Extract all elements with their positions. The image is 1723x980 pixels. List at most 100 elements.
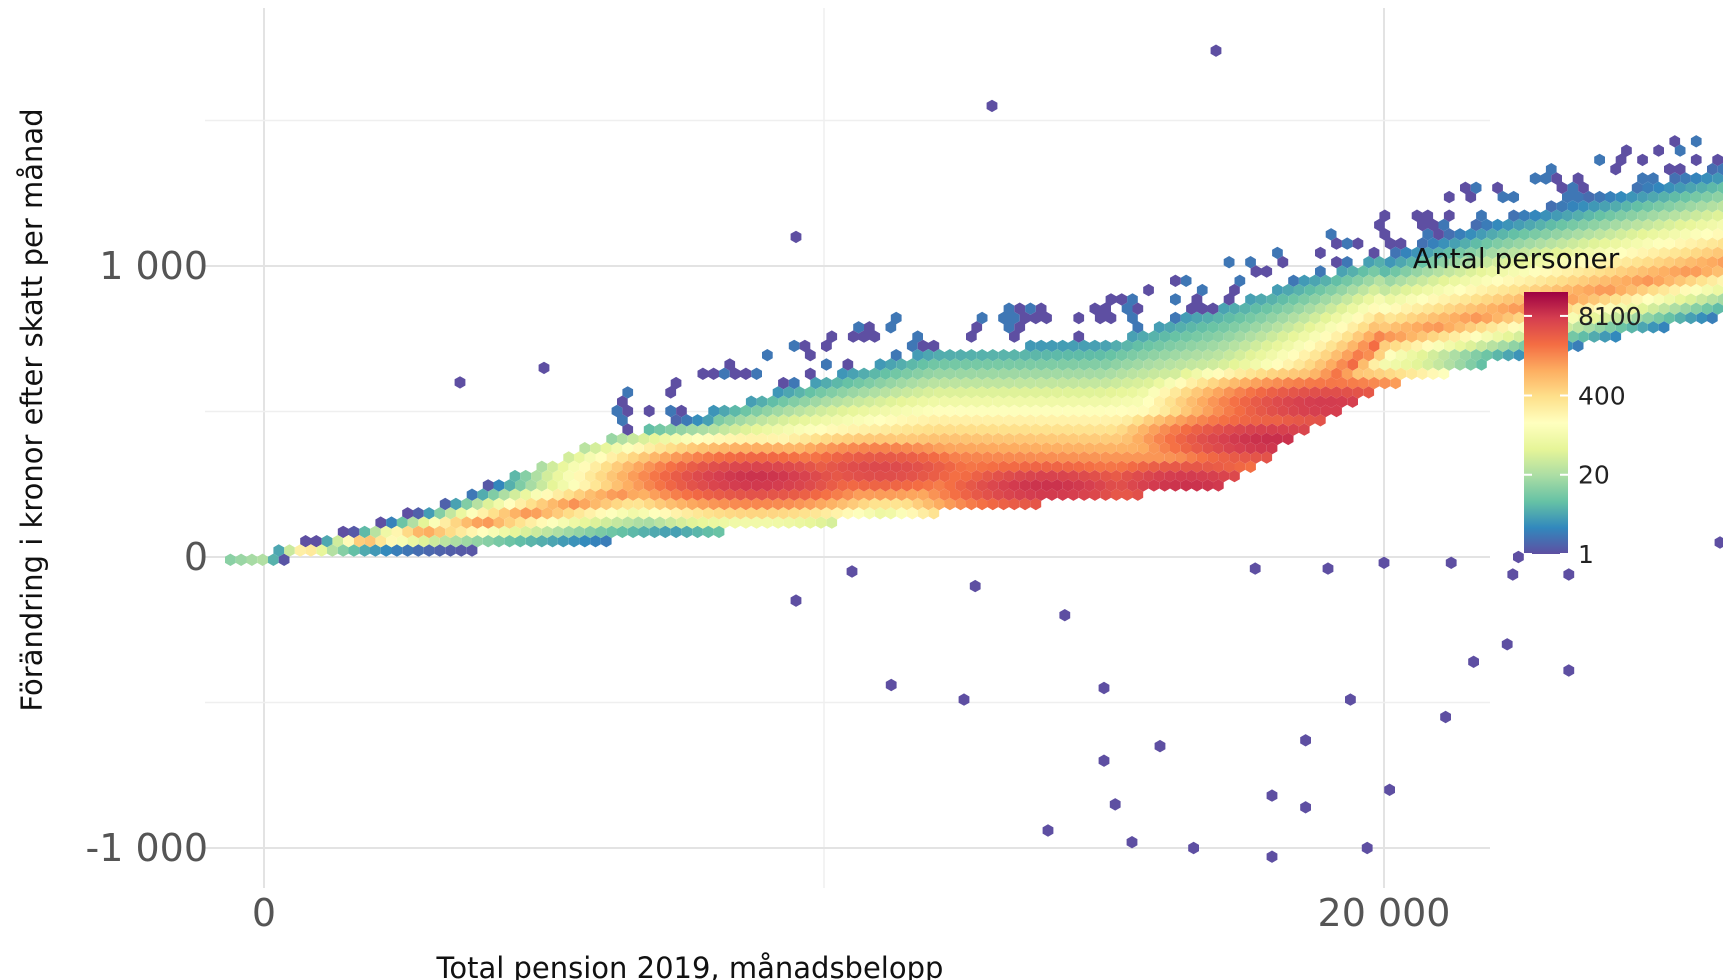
hex-bin-group bbox=[1223, 442, 1235, 455]
hex-bin-group bbox=[1486, 228, 1498, 241]
hex-bin-group bbox=[1111, 358, 1122, 371]
hex-bin-group bbox=[1427, 256, 1439, 269]
hex-bin-group bbox=[1605, 190, 1616, 204]
hex-bin-group bbox=[1551, 228, 1562, 241]
hex-bin-group bbox=[1175, 376, 1187, 390]
hex-bin-group bbox=[1545, 200, 1557, 213]
hex-bin-group bbox=[321, 190, 1659, 548]
hex-bin-group bbox=[1159, 367, 1170, 380]
x-tick-label: 0 bbox=[252, 891, 276, 935]
hex-bin-group bbox=[493, 479, 505, 492]
hex-bin-group bbox=[1417, 237, 1428, 250]
hex-bin-group bbox=[1717, 256, 1723, 269]
hex-bin-group bbox=[1352, 367, 1364, 380]
hex-bin-group bbox=[402, 544, 413, 557]
hex-bin-group bbox=[1014, 469, 1026, 483]
hex-bin-group bbox=[821, 395, 832, 408]
hex-bin-group bbox=[697, 479, 709, 492]
hex-bin-group bbox=[885, 358, 897, 371]
hex-bin-group bbox=[1674, 237, 1686, 250]
hex-bin-outlier bbox=[1714, 536, 1723, 549]
hex-bin-group bbox=[455, 544, 467, 557]
hex-bin-group bbox=[579, 479, 591, 492]
hex-bin-group bbox=[1191, 442, 1203, 455]
hex-bin-group bbox=[1336, 358, 1348, 371]
hex-bin-group bbox=[1406, 274, 1417, 287]
hex-bin-group bbox=[960, 488, 972, 501]
hex-bin-group bbox=[1153, 414, 1165, 427]
hex-bin-group bbox=[1261, 432, 1283, 446]
hex-bin-outlier bbox=[846, 565, 858, 578]
hex-bin-outlier bbox=[1513, 550, 1524, 564]
hex-bin-group bbox=[396, 228, 1691, 548]
hex-bin-group bbox=[1051, 349, 1063, 362]
hex-bin-group bbox=[1180, 404, 1246, 436]
hex-bin-outlier bbox=[1109, 798, 1121, 811]
hex-bin-group bbox=[574, 265, 1423, 539]
hex-bin-group bbox=[407, 535, 419, 548]
hex-bin-group bbox=[348, 525, 360, 539]
hex-bin-group bbox=[445, 283, 1659, 539]
hex-bin-group bbox=[370, 544, 381, 557]
hex-bin-group bbox=[864, 469, 897, 483]
hex-bin-group bbox=[885, 507, 897, 520]
hex-bin-outlier bbox=[1563, 664, 1575, 677]
hex-bin-outlier bbox=[1188, 841, 1199, 855]
hex-bin-group bbox=[1513, 237, 1525, 250]
hex-bin-outlier bbox=[1361, 841, 1373, 855]
hex-bin-outlier bbox=[1445, 556, 1457, 569]
hex-bin-group bbox=[1255, 293, 1267, 306]
hex-bin-group bbox=[1159, 330, 1170, 343]
hex-bin-group bbox=[1594, 321, 1605, 334]
hex-bin-outlier bbox=[1440, 710, 1451, 724]
hex-bin-group bbox=[987, 460, 999, 473]
hex-bin-group bbox=[1170, 423, 1181, 436]
legend-colorbar bbox=[1524, 292, 1568, 554]
hex-bin-group bbox=[745, 507, 768, 520]
hex-bin-group bbox=[466, 488, 478, 501]
hex-bin-group bbox=[676, 423, 687, 436]
hex-bin-group bbox=[1046, 376, 1058, 390]
hex-bin-group bbox=[702, 469, 714, 483]
hex-bin-group bbox=[1143, 358, 1154, 371]
hex-bin-group bbox=[1669, 172, 1681, 185]
hex-bin-group bbox=[1535, 274, 1546, 287]
hex-bin-group bbox=[1605, 246, 1616, 260]
hex-bin-group bbox=[482, 479, 494, 492]
hex-bin-group bbox=[1717, 163, 1723, 176]
hex-bin-outlier bbox=[1345, 693, 1356, 706]
hex-bin-group bbox=[568, 535, 580, 548]
hex-bin-group bbox=[1443, 228, 1455, 241]
hex-bin-group bbox=[386, 516, 397, 529]
hex-bin-group bbox=[1460, 311, 1471, 325]
hex-bin-group bbox=[1223, 386, 1235, 399]
hex-bin-group bbox=[1347, 376, 1358, 390]
hex-bin-outlier bbox=[1322, 562, 1334, 575]
hex-bin-group bbox=[1438, 256, 1450, 269]
hex-bin-group bbox=[917, 395, 929, 408]
hex-bin-group bbox=[1218, 432, 1230, 446]
hex-bin-group bbox=[724, 395, 811, 427]
hex-bin-group bbox=[1180, 479, 1192, 492]
hex-bin-group bbox=[659, 451, 1074, 483]
hex-bin-group bbox=[1207, 376, 1219, 390]
hex-bin-group bbox=[1502, 330, 1514, 343]
hex-bin-group bbox=[654, 451, 703, 473]
hex-bin-group bbox=[837, 367, 848, 380]
x-axis-title: Total pension 2019, månadsbelopp bbox=[436, 951, 944, 980]
x-tick-label: 20 000 bbox=[1318, 891, 1451, 935]
y-tick-label: 0 bbox=[184, 535, 208, 579]
hex-bin-group bbox=[327, 544, 338, 557]
hex-bin-group bbox=[439, 497, 451, 511]
hex-bin-group bbox=[1250, 414, 1262, 427]
hex-bin-outlier bbox=[454, 376, 466, 389]
legend-ticks: 1 20 400 8100 bbox=[1524, 302, 1642, 569]
hex-bin-outlier bbox=[1098, 681, 1110, 695]
hex-bin-group bbox=[1175, 469, 1187, 483]
hex-bin-group bbox=[278, 553, 290, 566]
hex-bin-group bbox=[1127, 404, 1138, 418]
hex-bin-group bbox=[1621, 293, 1632, 306]
hex-bin-group bbox=[1658, 246, 1670, 260]
hex-bin-group bbox=[1025, 339, 1036, 353]
hex-bins bbox=[225, 44, 1723, 863]
